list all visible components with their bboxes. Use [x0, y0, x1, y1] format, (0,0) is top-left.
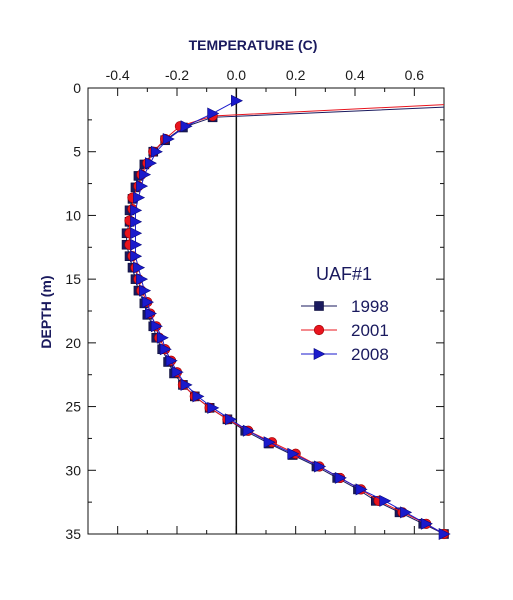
y-tick-label: 10 — [65, 207, 81, 223]
y-axis-title: DEPTH (m) — [38, 275, 54, 348]
series-marker-2008 — [133, 261, 146, 274]
legend: 1998 2001 2008 — [301, 297, 389, 364]
legend-label-2008: 2008 — [351, 345, 389, 364]
x-tick-label: 0.4 — [345, 67, 365, 83]
series-marker-2008 — [136, 180, 149, 193]
plot-frame — [87, 87, 445, 535]
series-marker-2008 — [263, 436, 276, 449]
series-marker-2008 — [133, 191, 146, 204]
series-1998 — [121, 106, 449, 539]
series-line-1998 — [126, 106, 444, 534]
series-marker-2008 — [314, 460, 327, 473]
series-marker-2008 — [379, 494, 392, 507]
series-marker-2008 — [136, 273, 149, 286]
series-2008 — [130, 94, 451, 540]
x-tick-label: -0.4 — [106, 67, 130, 83]
series-marker-2008 — [165, 354, 178, 367]
legend-label-1998: 1998 — [351, 297, 389, 316]
series-marker-2008 — [334, 471, 347, 484]
y-tick-label: 35 — [65, 526, 81, 542]
x-tick-label: 0.2 — [286, 67, 306, 83]
series-marker-2008 — [159, 343, 172, 356]
series-marker-2008 — [400, 506, 413, 519]
series-marker-2008 — [287, 447, 300, 460]
series-marker-2008 — [150, 145, 163, 158]
series-marker-2008 — [180, 120, 193, 133]
series-marker-2008 — [231, 94, 244, 107]
series-line-2008 — [134, 100, 444, 534]
series-2001 — [124, 104, 450, 540]
series-marker-2008 — [438, 528, 451, 540]
x-axis-title: TEMPERATURE (C) — [189, 37, 318, 53]
series-marker-2008 — [207, 107, 220, 120]
series-marker-2008 — [355, 483, 368, 496]
series-marker-2008 — [139, 284, 152, 297]
series-marker-2008 — [130, 227, 143, 240]
x-tick-label: -0.2 — [165, 67, 189, 83]
series-marker-2008 — [142, 296, 155, 309]
plot-area: -0.4 -0.2 0.0 0.2 0.4 0.6 0 5 10 15 20 25 30 35 1998 20… — [65, 67, 451, 542]
series-marker-2008 — [192, 390, 205, 403]
legend-marker-1998 — [314, 301, 324, 311]
series-marker-2008 — [145, 307, 157, 320]
y-tick-label: 20 — [65, 335, 81, 351]
chart-title: UAF#1 — [316, 264, 372, 284]
series-marker-2008 — [180, 378, 193, 391]
series-marker-2008 — [171, 366, 184, 379]
series-line-2001 — [129, 104, 444, 534]
series-marker-2008 — [420, 517, 433, 530]
series-marker-2008 — [130, 204, 143, 217]
series-marker-2008 — [130, 215, 143, 228]
series-marker-2008 — [130, 238, 143, 251]
y-tick-label: 15 — [65, 271, 81, 287]
y-tick-label: 25 — [65, 399, 81, 415]
series-marker-2008 — [242, 424, 255, 437]
series-marker-2008 — [156, 331, 169, 344]
x-tick-label: 0.6 — [405, 67, 425, 83]
series-marker-2008 — [162, 132, 175, 145]
series-marker-2008 — [139, 168, 152, 181]
y-tick-label: 5 — [73, 144, 81, 160]
x-tick-label: 0.0 — [227, 67, 247, 83]
y-tick-label: 0 — [73, 80, 81, 96]
y-tick-label: 30 — [65, 462, 81, 478]
legend-marker-2008 — [313, 348, 326, 360]
series-marker-2008 — [225, 413, 238, 426]
series-marker-2008 — [207, 401, 220, 414]
series-marker-2008 — [130, 250, 143, 263]
series-marker-2008 — [150, 320, 163, 333]
legend-label-2001: 2001 — [351, 321, 389, 340]
series-marker-2008 — [145, 157, 157, 170]
legend-marker-2001 — [313, 324, 325, 336]
